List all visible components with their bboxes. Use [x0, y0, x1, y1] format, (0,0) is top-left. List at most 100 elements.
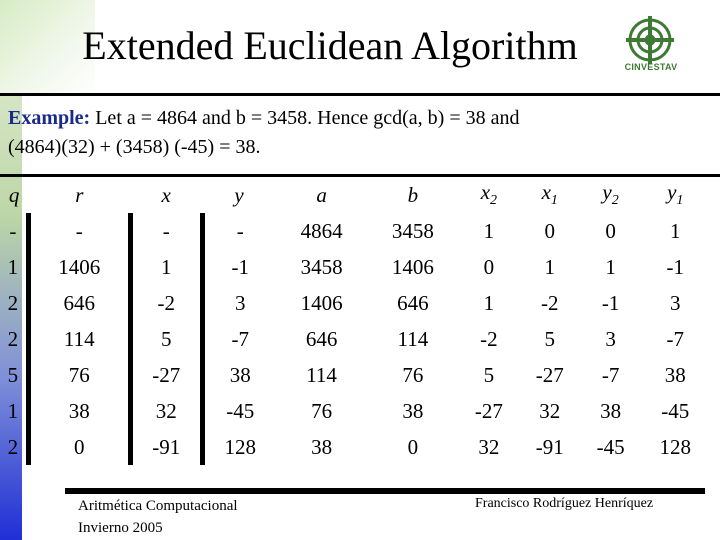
table-cell: -7 — [601, 362, 620, 387]
table-cell: 646 — [28, 285, 133, 321]
table-cell: 1406 — [300, 290, 343, 315]
column-header-subscript: 2 — [611, 193, 619, 209]
course-name: Aritmética Computacional — [78, 498, 238, 514]
column-header-label: y — [234, 182, 244, 207]
column-header: q — [0, 177, 28, 213]
table-cell: 1 — [0, 249, 31, 285]
column-header-subscript: 2 — [490, 193, 498, 209]
table-row: 5 76 -27 38 114 76 5 -27 -7 38 — [0, 357, 710, 393]
table-cell: 3458 — [300, 254, 343, 279]
column-header: x2 — [458, 177, 519, 213]
footer-rule — [65, 488, 705, 494]
table-cell: 3 — [235, 290, 246, 315]
title-divider — [0, 93, 720, 96]
table-cell: 5 — [544, 326, 555, 351]
table-cell: 1406 — [28, 249, 133, 285]
table-row: 2 0 -91 128 38 0 32 -91 -45 128 — [0, 429, 710, 465]
intro-line-1: Example: Let a = 4864 and b = 3458. Henc… — [8, 104, 708, 133]
author-name: Francisco Rodríguez Henríquez — [475, 496, 654, 511]
table-cell: - — [130, 213, 205, 249]
column-header-subscript: 1 — [676, 193, 684, 209]
table-cell: 0 — [544, 218, 555, 243]
table-cell: 38 — [664, 362, 686, 387]
table-cell: 1 — [483, 218, 495, 243]
table-cell: 32 — [478, 434, 500, 459]
table-cell: 38 — [311, 434, 333, 459]
column-header-subscript: 1 — [550, 193, 558, 209]
column-header: r — [28, 177, 130, 213]
table-cell: 1 — [544, 254, 555, 279]
table-cell: 3 — [670, 290, 681, 315]
column-header-label: y — [667, 180, 677, 205]
euclid-table: q r x y a b x2 x1 y2 y1 - - - -4864 3458 1 0 0 1 1 1406 1 -1 3… — [0, 177, 712, 465]
table-cell: 76 — [311, 398, 333, 423]
table-cell: -1 — [601, 290, 620, 315]
table-cell: -45 — [661, 398, 690, 423]
table-cell: -7 — [666, 326, 685, 351]
table-cell: 5 — [130, 321, 205, 357]
slide-title: Extended Euclidean Algorithm — [82, 23, 578, 68]
table-cell: 0 — [605, 218, 616, 243]
table-cell: -2 — [480, 326, 498, 351]
table-cell: 2 — [0, 285, 31, 321]
header-row: q r x y a b x2 x1 y2 y1 — [0, 177, 710, 213]
column-header: y — [202, 177, 276, 213]
intro-text: Example: Let a = 4864 and b = 3458. Henc… — [8, 104, 708, 162]
table-cell: -27 — [535, 362, 564, 387]
table-cell: -45 — [596, 434, 625, 459]
table-cell: - — [28, 213, 133, 249]
column-header: y2 — [580, 177, 641, 213]
table-cell: 1 — [605, 254, 616, 279]
table-body: - - - -4864 3458 1 0 0 1 1 1406 1 -1 3458 1406 0 1 1 -1 2 64… — [0, 213, 710, 465]
table-cell: 2 — [0, 429, 31, 465]
column-header-label: b — [407, 182, 419, 207]
column-header: x1 — [519, 177, 580, 213]
table-cell: 2 — [0, 321, 31, 357]
column-header-label: q — [8, 182, 20, 207]
term-name: Invierno 2005 — [78, 520, 163, 536]
table-cell: 114 — [306, 362, 337, 387]
table-cell: 3 — [605, 326, 616, 351]
column-header-label: x — [480, 180, 491, 205]
table-cell: 646 — [305, 326, 338, 351]
table-cell: 0 — [407, 434, 419, 459]
table-cell: 1 — [130, 249, 205, 285]
table-cell: 646 — [397, 290, 429, 315]
table-row: 1 1406 1 -1 3458 1406 0 1 1 -1 — [0, 249, 710, 285]
table-cell: 38 — [402, 398, 424, 423]
table-cell: 38 — [600, 398, 622, 423]
table-cell: 1 — [0, 393, 31, 429]
column-header: b — [367, 177, 458, 213]
column-header-label: r — [75, 182, 84, 207]
table-cell: -91 — [535, 434, 564, 459]
table-cell: - — [0, 213, 31, 249]
table-cell: 76 — [402, 362, 424, 387]
table-cell: 0 — [483, 254, 495, 279]
logo-label: CINVESTAV — [624, 62, 678, 72]
table-cell: 5 — [0, 357, 31, 393]
table-cell: -1 — [231, 254, 250, 279]
table-cell: -2 — [540, 290, 559, 315]
table-cell: 1 — [483, 290, 495, 315]
table-cell: 1406 — [391, 254, 434, 279]
table-cell: 128 — [659, 434, 692, 459]
column-header: y1 — [641, 177, 710, 213]
table-cell: 114 — [28, 321, 133, 357]
table-cell: -91 — [130, 429, 205, 465]
intro-line-1-text: Let a = 4864 and b = 3458. Hence gcd(a, … — [90, 107, 520, 129]
table-cell: 128 — [224, 434, 257, 459]
table-cell: -7 — [231, 326, 250, 351]
column-header: x — [130, 177, 202, 213]
table-cell: -1 — [666, 254, 685, 279]
table-cell: 38 — [28, 393, 133, 429]
cinvestav-logo-icon — [626, 16, 674, 64]
column-header: a — [276, 177, 367, 213]
table-row: 2 646 -2 3 1406 646 1 -2 -1 3 — [0, 285, 710, 321]
column-header-label: x — [161, 182, 171, 207]
corner-decoration — [0, 0, 95, 95]
table-cell: 114 — [397, 326, 429, 351]
table-row: 2 114 5 -7 646 114 -2 5 3 -7 — [0, 321, 710, 357]
table-cell: 0 — [28, 429, 133, 465]
table-top-rule — [0, 174, 720, 177]
example-label: Example: — [8, 107, 91, 129]
